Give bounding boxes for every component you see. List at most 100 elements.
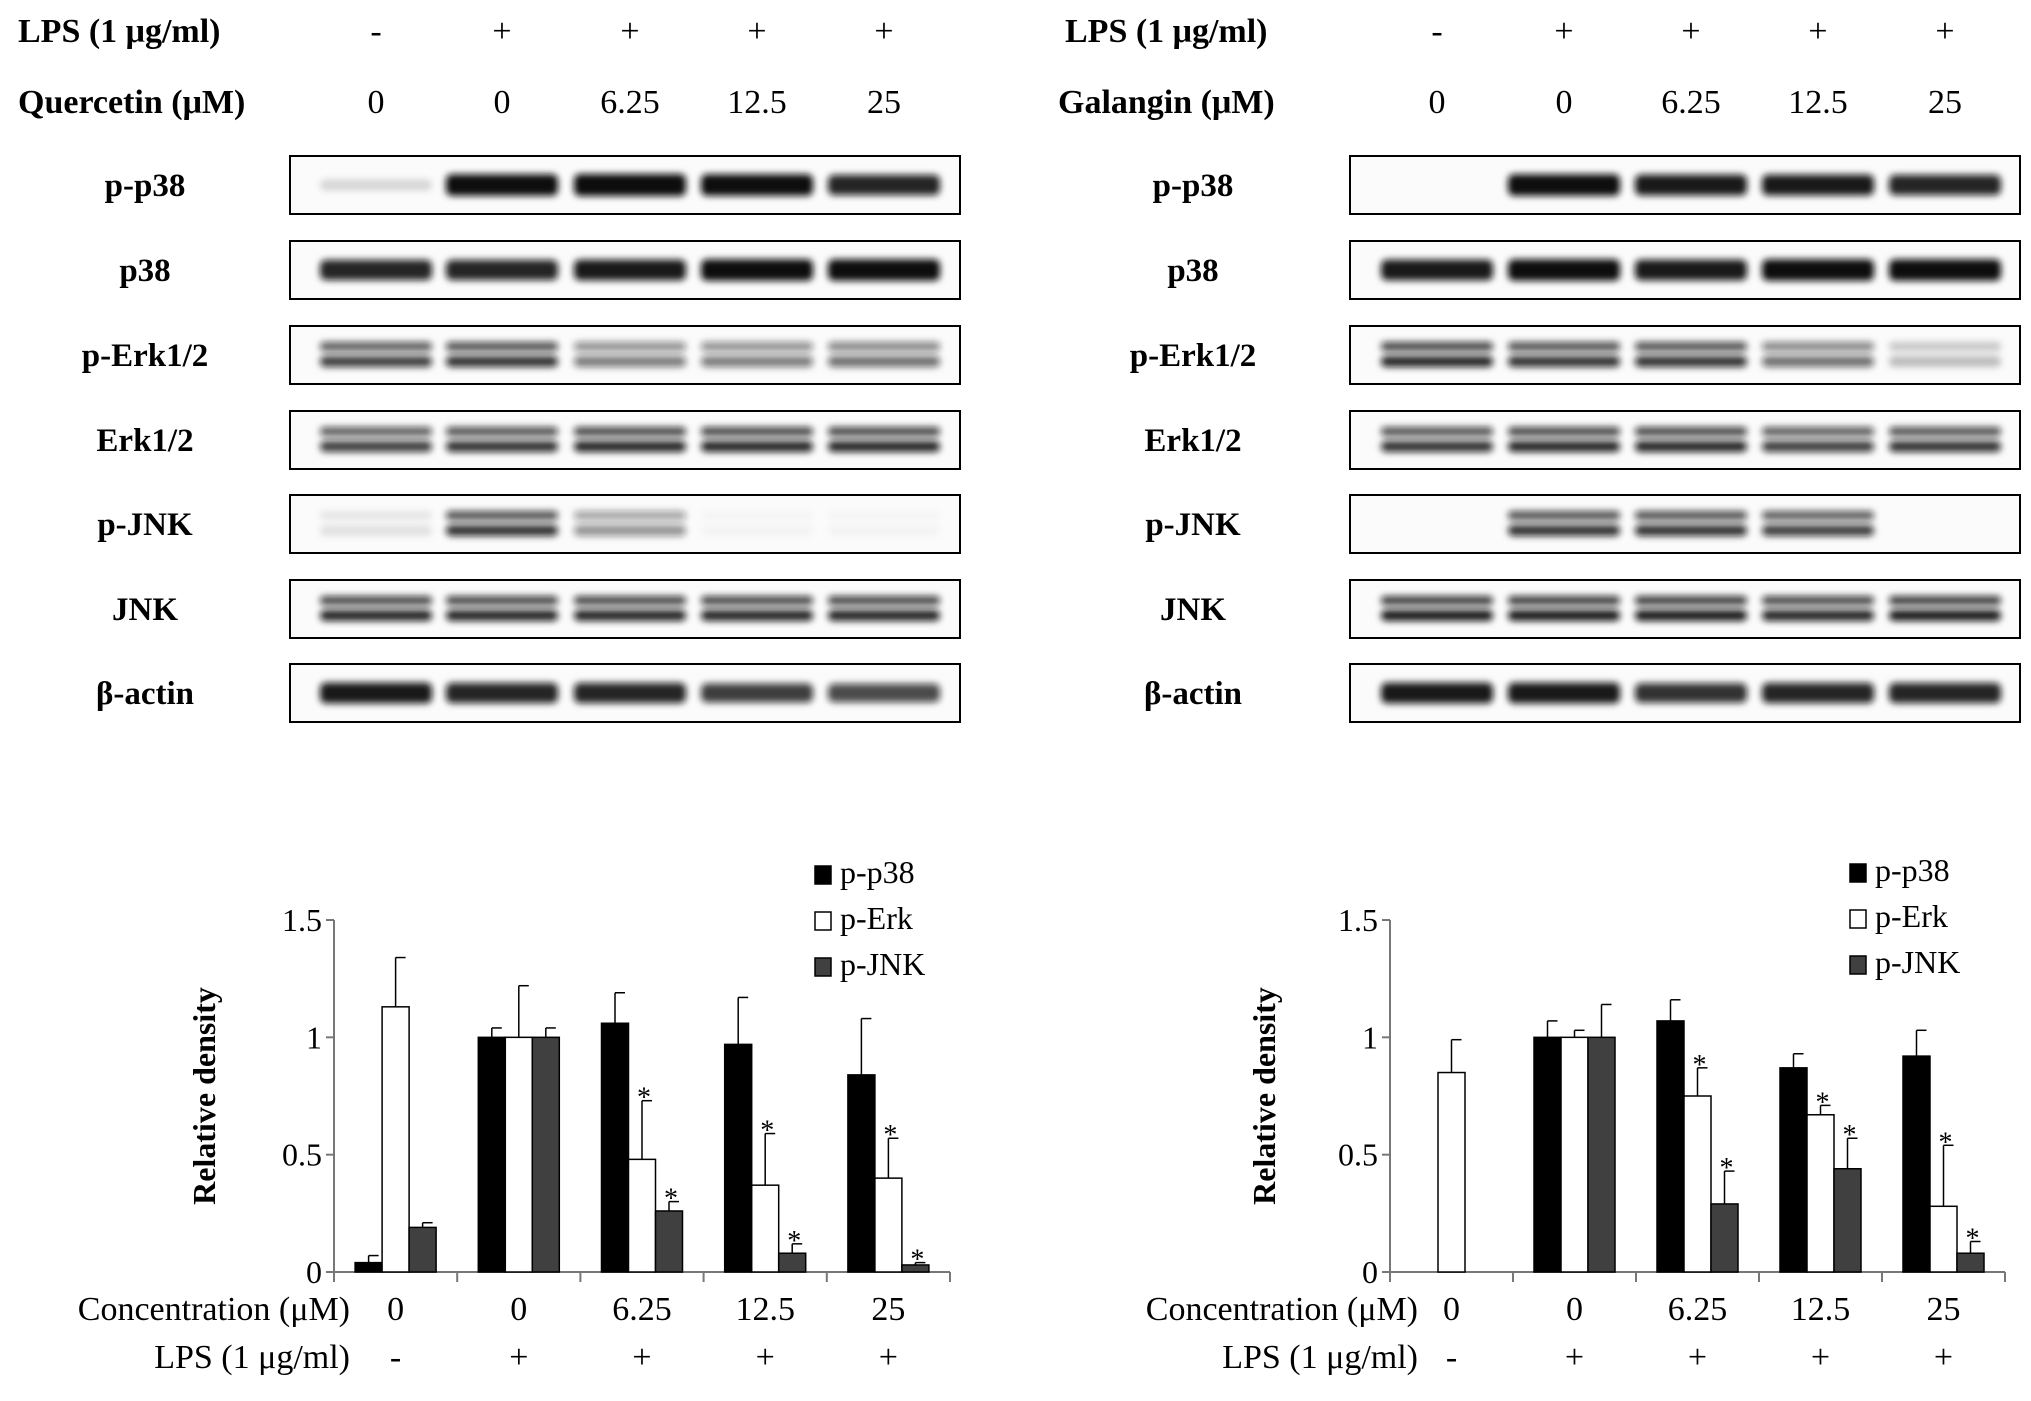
band [828, 259, 940, 281]
x-axis-label: Concentration (μM) [1146, 1291, 1418, 1328]
y-tick-label: 0.5 [1338, 1137, 1378, 1173]
blot-row-label: p-JNK [97, 507, 193, 543]
band-upper [1508, 427, 1620, 436]
blot-band [574, 596, 686, 621]
band-lower [446, 441, 558, 452]
blot-band [701, 342, 813, 367]
blot-band [320, 427, 432, 452]
bar-p-Erk [504, 1036, 534, 1273]
band [1508, 682, 1620, 704]
y-axis-label: Relative density [186, 987, 222, 1205]
lps-value-label: + [1811, 1339, 1830, 1376]
blot-row-label: p-p38 [1153, 168, 1234, 204]
significance-asterisk: * [787, 1226, 801, 1257]
band [574, 682, 686, 704]
blot-band [1635, 342, 1747, 367]
band [1762, 682, 1874, 704]
band-lower [1762, 525, 1874, 536]
band [1635, 174, 1747, 196]
lps-value-label: + [509, 1339, 528, 1376]
blot-band [1635, 174, 1747, 196]
x-category-label: 0 [387, 1291, 404, 1328]
blot-band [574, 511, 686, 536]
band-lower [1762, 356, 1874, 367]
band-upper [1889, 342, 2001, 351]
blot-band [1762, 596, 1874, 621]
band [1635, 683, 1747, 703]
band-upper [320, 596, 432, 605]
band-lower [320, 525, 432, 536]
blot-band [828, 596, 940, 621]
blot-band [1508, 259, 1620, 281]
legend-label: p-Erk [1875, 898, 1948, 934]
blot-band [1381, 259, 1493, 281]
blot-band [320, 342, 432, 367]
compound-header-value: 6.25 [1661, 84, 1721, 121]
y-axis-label: Relative density [1246, 987, 1282, 1205]
band-lower [320, 356, 432, 367]
band-upper [1889, 427, 2001, 436]
bar-p-JNK [654, 1210, 684, 1273]
lps-header-value: + [1808, 13, 1827, 50]
band-upper [574, 342, 686, 351]
blot-band [1508, 427, 1620, 452]
band-lower [828, 441, 940, 452]
band [320, 682, 432, 704]
bar-p-p38 [1533, 1036, 1562, 1273]
band-lower [1635, 610, 1747, 621]
band-upper [1762, 596, 1874, 605]
blot-band [828, 174, 940, 196]
band-upper [1635, 596, 1747, 605]
legend-swatch [1849, 863, 1867, 883]
legend-swatch [814, 957, 832, 977]
band [828, 683, 940, 703]
blot-band [1635, 683, 1747, 703]
band [1381, 259, 1493, 281]
band-lower [828, 356, 940, 367]
band-lower [574, 356, 686, 367]
band-lower [1889, 356, 2001, 367]
blot-band [1635, 259, 1747, 281]
bar-p-p38 [477, 1036, 507, 1273]
band-upper [1635, 342, 1747, 351]
band-lower [446, 610, 558, 621]
blot-band [1508, 596, 1620, 621]
band-lower [1381, 610, 1493, 621]
quercetin-panel: LPS (1 μg/ml) - + + + +Quercetin (μM) 0 0 6.25 12… [18, 13, 961, 1376]
lps-row-label: LPS (1 μg/ml) [1222, 1339, 1418, 1376]
band-lower [701, 525, 813, 536]
band-upper [1508, 511, 1620, 520]
blot-row-label: p-Erk1/2 [82, 338, 209, 374]
blot-band [828, 342, 940, 367]
blot-band [320, 511, 432, 536]
band-lower [1508, 610, 1620, 621]
band [320, 179, 432, 191]
blot-row-label: β-actin [96, 676, 194, 712]
blot-band [320, 179, 432, 191]
bar-p-JNK [1833, 1167, 1862, 1273]
blot-band [1381, 342, 1493, 367]
blot-row-label: Erk1/2 [96, 423, 193, 459]
blot-band [1635, 596, 1747, 621]
blot-row-label: p-Erk1/2 [1130, 338, 1257, 374]
bar-p-Erk [1437, 1071, 1466, 1273]
bar-p-p38 [847, 1074, 876, 1273]
band-upper [320, 511, 432, 520]
band-lower [1889, 610, 2001, 621]
bar-p-p38 [1779, 1067, 1808, 1273]
lps-header-value: - [370, 13, 381, 50]
bar-p-JNK [1710, 1203, 1739, 1273]
blot-band [828, 427, 940, 452]
bar-p-Erk [750, 1184, 780, 1273]
significance-asterisk: * [1693, 1050, 1707, 1081]
band [701, 259, 813, 281]
bar-p-Erk [1806, 1114, 1835, 1273]
lps-header-label: LPS (1 μg/ml) [1065, 13, 1268, 50]
band-upper [320, 342, 432, 351]
x-category-label: 0 [510, 1291, 527, 1328]
blot-band [1508, 174, 1620, 196]
blot-band [1762, 259, 1874, 281]
x-axis-label: Concentration (μM) [78, 1291, 350, 1328]
bar-p-JNK [1587, 1036, 1616, 1273]
